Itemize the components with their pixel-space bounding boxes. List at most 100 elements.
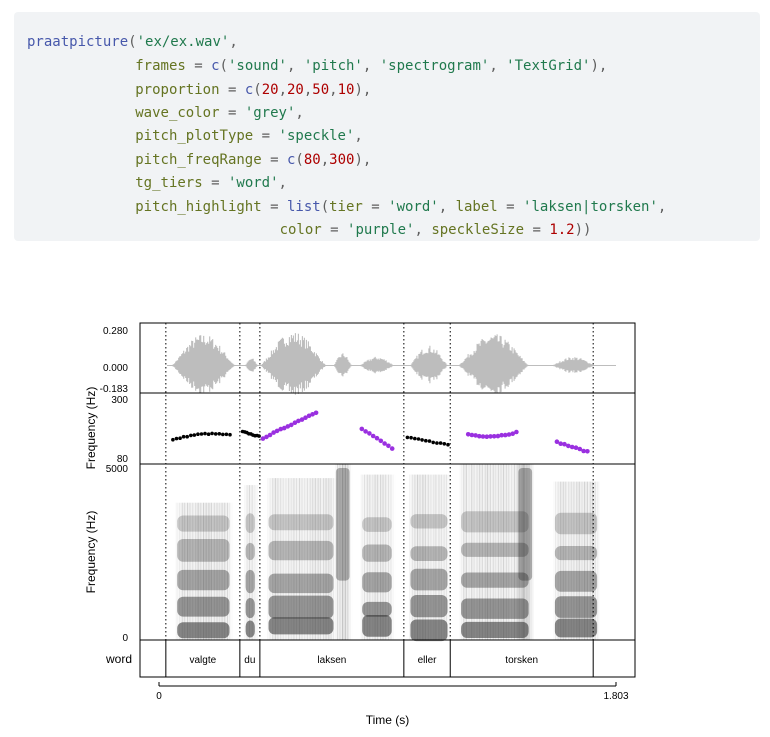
- spectrogram-striation: [327, 478, 329, 640]
- pitch-point: [213, 432, 218, 436]
- spectrogram-striation: [498, 464, 500, 640]
- spectrogram-striation: [475, 464, 477, 640]
- spectrogram-striation: [222, 502, 224, 640]
- spectrogram-striation: [428, 474, 430, 640]
- spectrogram-striation: [340, 464, 342, 640]
- pitch-point: [420, 438, 424, 442]
- spectrogram-striation: [389, 474, 391, 640]
- spectrogram-formant-band: [177, 515, 230, 532]
- pitch-point-highlighted: [484, 434, 490, 440]
- pitch-panel-frame: [139, 392, 636, 465]
- pitch-point-highlighted: [503, 432, 508, 438]
- spectrogram-striation: [348, 464, 350, 640]
- code-token: 'sound': [227, 58, 287, 74]
- spectrogram-striation: [488, 464, 490, 640]
- spectrogram-striation: [532, 464, 534, 640]
- spectrogram-striation: [211, 502, 212, 640]
- spectrogram-striation: [526, 464, 527, 640]
- code-token: c: [211, 58, 220, 74]
- spectrogram-striation: [225, 502, 227, 640]
- spectrogram-striation: [338, 464, 340, 640]
- spectrogram-striation: [323, 478, 325, 640]
- spectrogram-formant-band: [554, 512, 598, 535]
- code-token: list: [286, 199, 321, 215]
- pitch-point-highlighted: [506, 432, 512, 437]
- spectrogram-striation: [459, 464, 461, 640]
- spectrogram-striation: [373, 474, 375, 640]
- spectrogram-striation: [198, 502, 200, 640]
- pitch-point: [413, 436, 417, 441]
- spectrogram-striation: [271, 478, 273, 640]
- pitch-point: [405, 435, 410, 440]
- spectrogram-formant-band: [177, 596, 230, 617]
- pitch-point: [409, 435, 413, 440]
- textgrid-interval-label: torsken: [505, 655, 538, 666]
- waveform-burst: [260, 333, 326, 395]
- waveform-burst: [458, 334, 529, 394]
- spectrogram-striation: [556, 481, 558, 640]
- spectrogram-striation: [313, 478, 315, 640]
- pitch-point-highlighted: [569, 444, 575, 450]
- spectrogram-formant-band: [410, 514, 448, 529]
- pitch-point-highlighted: [292, 420, 298, 426]
- code-block: praatpicture('ex/ex.wav', frames = c('sou…: [14, 12, 760, 241]
- spectrogram-formant-band: [461, 542, 529, 557]
- pitch-point: [181, 434, 186, 439]
- pitch-point-highlighted: [477, 433, 482, 439]
- spectrogram-striation: [502, 464, 504, 640]
- spectrogram-striation: [206, 502, 208, 640]
- spectrogram-formant-band: [362, 517, 392, 532]
- code-token: ,: [354, 128, 363, 144]
- spectrogram-striation: [514, 464, 516, 640]
- spectrogram-striation: [561, 481, 563, 640]
- code-token: label: [455, 199, 498, 215]
- spectrogram-striation: [299, 478, 301, 640]
- pitch-point-highlighted: [296, 418, 301, 424]
- spectrogram-striation: [522, 464, 524, 640]
- code-token: ,: [657, 199, 667, 215]
- spectrogram-striation: [196, 502, 198, 640]
- spectrogram-striation: [384, 474, 386, 640]
- code-token: 1.2: [549, 222, 575, 238]
- pitch-point: [416, 437, 421, 441]
- pitch-point-highlighted: [386, 443, 391, 449]
- spectrogram-striation: [418, 474, 420, 640]
- code-token: ,: [229, 34, 238, 50]
- spectrogram-striation: [421, 474, 423, 640]
- code-token: 300: [329, 152, 355, 168]
- spectrogram-striation: [590, 481, 592, 640]
- spectrogram-striation: [591, 481, 593, 640]
- spectrogram-striation: [593, 481, 595, 640]
- spectrogram-striation: [291, 478, 293, 640]
- pitch-point-highlighted: [382, 441, 387, 446]
- spectrogram-striation: [281, 478, 283, 640]
- spectrogram-formant-band: [177, 622, 230, 639]
- code-token: praatpicture: [27, 34, 129, 50]
- spectrogram-striation: [522, 464, 524, 640]
- code-token: 'laksen|torsken': [523, 199, 658, 215]
- spectrogram-striation: [177, 502, 179, 640]
- spectrogram-formant-band: [245, 513, 255, 533]
- spectrogram-striation: [577, 481, 579, 640]
- spectrogram-striation: [214, 502, 216, 640]
- spectrogram-striation: [412, 474, 414, 640]
- spectrogram-striation: [283, 478, 285, 640]
- spectrogram-striation: [375, 474, 377, 640]
- spectrogram-striation: [504, 464, 506, 640]
- spectrogram-striation: [519, 464, 521, 640]
- code-token: (: [295, 152, 304, 168]
- spectrogram-striation: [429, 474, 431, 640]
- code-token: =: [219, 82, 245, 98]
- spectrogram-formant-band: [461, 511, 529, 533]
- spectrogram-formant-band: [268, 595, 334, 619]
- spectrogram-formant-band: [268, 617, 334, 635]
- spectrogram-striation: [494, 464, 496, 640]
- spectrogram-striation: [477, 464, 479, 640]
- spectrogram-striation: [449, 474, 450, 640]
- spectrogram-striation: [294, 478, 296, 640]
- spectrogram-striation: [337, 464, 339, 640]
- spectrogram-striation: [349, 464, 351, 640]
- spectrogram-striation: [441, 474, 442, 640]
- spectrogram-striation: [467, 464, 469, 640]
- code-token: 10: [337, 82, 355, 98]
